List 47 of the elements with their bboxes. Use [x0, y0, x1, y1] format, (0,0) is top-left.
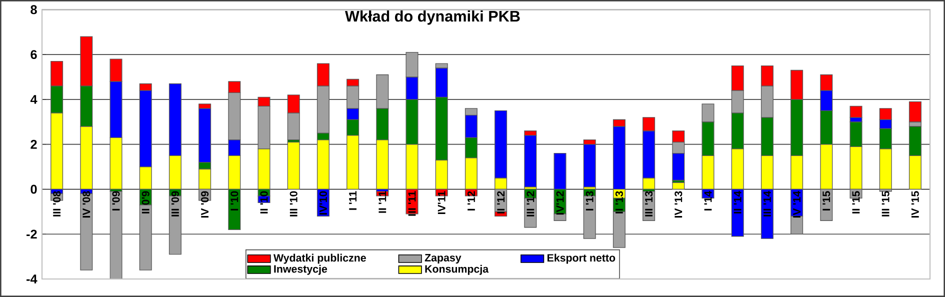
- x-tick-label: II '13: [615, 191, 623, 214]
- x-tick-label: II '10: [260, 191, 268, 214]
- legend-label: Konsumpcja: [425, 264, 489, 275]
- x-tick-label: III '13: [645, 191, 653, 216]
- y-tick-label: 4: [30, 95, 38, 104]
- x-tick-label: III '08: [53, 191, 61, 216]
- x-tick-label: I '15: [822, 191, 830, 210]
- legend-label: Eksport netto: [548, 254, 616, 264]
- x-tick-label: III '12: [526, 191, 534, 216]
- x-tick-label: II 0'9: [142, 191, 150, 214]
- x-tick-label: I '12: [467, 191, 475, 210]
- y-tick-label: 0: [30, 184, 37, 194]
- y-tick-label: 6: [30, 50, 37, 60]
- x-tick-label: III '15: [882, 191, 890, 216]
- x-tick-label: IV'10: [319, 191, 327, 215]
- x-tick-label: II '12: [497, 191, 505, 214]
- chart-title: Wkład do dynamiki PKB: [344, 10, 520, 25]
- x-tick-label: I '14: [704, 190, 712, 210]
- bar: [850, 106, 862, 118]
- legend-label: Wydatki publiczne: [273, 254, 366, 264]
- y-tick-label: 8: [30, 5, 37, 14]
- x-tick-label: II '15: [852, 191, 860, 214]
- x-tick-label: IV '13: [674, 191, 682, 218]
- x-tick-label: I '11: [349, 191, 356, 210]
- y-tick-label: 2: [30, 140, 37, 149]
- x-tick-label: III '10: [290, 191, 298, 216]
- y-tick-label: -4: [26, 274, 38, 284]
- x-tick-label: I '09: [112, 191, 120, 210]
- x-tick-label: IV '09: [201, 191, 209, 218]
- legend-label: Inwestycje: [274, 264, 328, 275]
- x-tick-label: III '11: [408, 191, 416, 216]
- x-tick-label: II '14: [734, 190, 742, 214]
- x-tick-label: IV'12: [556, 191, 564, 215]
- x-tick-label: III '14: [764, 190, 771, 216]
- x-tick-label: IV '14: [793, 190, 800, 218]
- x-tick-label: I '13: [586, 191, 594, 210]
- x-tick-label: IV'11: [438, 191, 446, 214]
- bar: [80, 193, 93, 270]
- x-tick-label: II '11: [378, 191, 386, 213]
- bar: [287, 142, 300, 190]
- x-tick-label: IV '15: [911, 191, 919, 218]
- x-tick-label: I '10: [230, 191, 238, 210]
- x-tick-label: IV '08: [82, 191, 90, 218]
- y-tick-label: -2: [26, 230, 37, 239]
- bar: [908, 101, 922, 122]
- x-tick-label: III '09: [171, 191, 179, 216]
- legend-label: Zapasy: [424, 254, 462, 264]
